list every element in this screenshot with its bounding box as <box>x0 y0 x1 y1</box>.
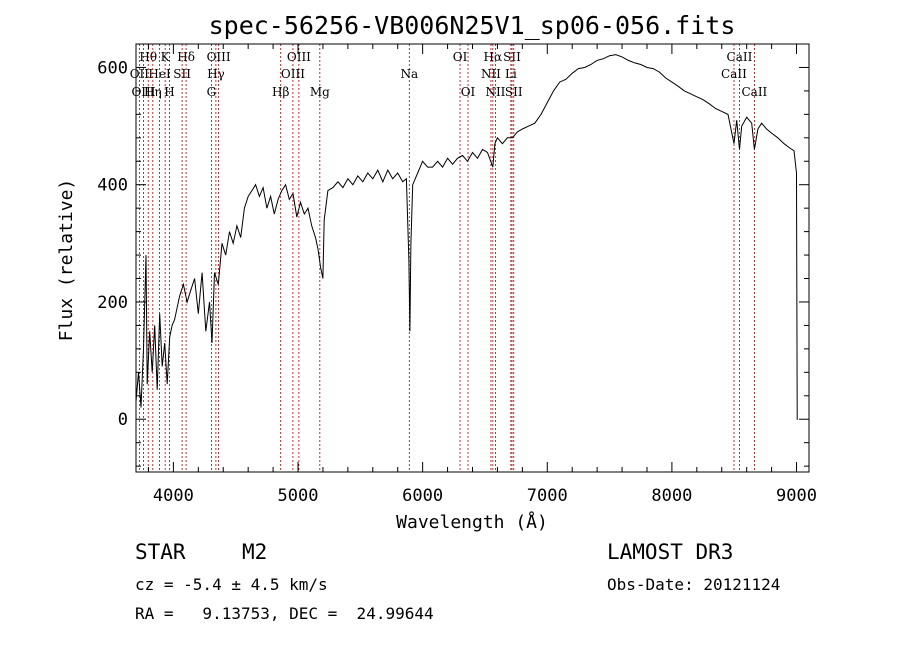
line-label-22: SII <box>503 50 521 64</box>
y-tick-label-2: 400 <box>97 176 128 196</box>
y-tick-label-1: 200 <box>97 293 128 313</box>
axis-ticks: 4000 5000 6000 7000 8000 9000 0 200 400 600 <box>97 43 817 506</box>
survey-name: LAMOST DR3 <box>607 540 734 564</box>
line-label-10: Hγ <box>207 67 225 81</box>
line-label-5: K <box>161 50 171 64</box>
object-subclass: M2 <box>242 540 268 564</box>
y-axis-title: Flux (relative) <box>56 179 77 342</box>
object-class: STAR <box>135 540 186 564</box>
y-tick-label-3: 600 <box>97 58 128 78</box>
line-label-19: Hα <box>484 50 503 64</box>
coordinates-readout: RA = 9.13753, DEC = 24.99644 <box>135 604 434 623</box>
line-label-25: CaII <box>727 50 753 64</box>
line-label-8: Hδ <box>177 50 195 64</box>
x-tick-label-1: 5000 <box>278 486 319 506</box>
chart-title: spec-56256-VB006N25V1_sp06-056.fits <box>209 11 736 40</box>
x-axis-title: Wavelength (Å) <box>396 511 548 533</box>
line-label-23: Li <box>505 67 517 81</box>
x-tick-label-2: 6000 <box>402 486 443 506</box>
line-label-20: NII <box>481 67 501 81</box>
line-label-27: CaII <box>741 85 767 99</box>
line-label-17: OI <box>453 50 468 64</box>
x-tick-label-0: 4000 <box>153 486 194 506</box>
observation-date: Obs-Date: 20121124 <box>607 575 781 594</box>
line-label-4: HeI <box>148 67 171 81</box>
line-label-2: OIII <box>131 85 155 99</box>
line-label-14: OIII <box>281 67 305 81</box>
line-label-1: OII <box>130 67 150 81</box>
line-label-6: SII <box>173 67 191 81</box>
spectrum-trace <box>135 54 798 420</box>
line-label-0: Hθ <box>139 50 157 64</box>
line-label-18: OI <box>461 85 476 99</box>
line-label-3: Hη <box>144 85 162 99</box>
line-label-12: Hβ <box>272 85 289 99</box>
line-label-21: NII <box>485 85 505 99</box>
y-tick-label-0: 0 <box>118 410 128 430</box>
x-tick-label-4: 8000 <box>651 486 692 506</box>
line-label-13: OIII <box>287 50 311 64</box>
line-label-15: Mg <box>310 85 330 99</box>
x-tick-label-3: 7000 <box>527 486 568 506</box>
plot-frame <box>135 43 810 473</box>
x-tick-label-5: 9000 <box>776 486 817 506</box>
line-label-24: SII <box>505 85 523 99</box>
line-label-26: CaII <box>721 67 747 81</box>
line-label-11: G <box>207 85 217 99</box>
line-label-7: H <box>164 85 174 99</box>
redshift-readout: cz = -5.4 ± 4.5 km/s <box>135 575 328 594</box>
line-label-9: OIII <box>207 50 231 64</box>
line-label-16: Na <box>400 67 418 81</box>
